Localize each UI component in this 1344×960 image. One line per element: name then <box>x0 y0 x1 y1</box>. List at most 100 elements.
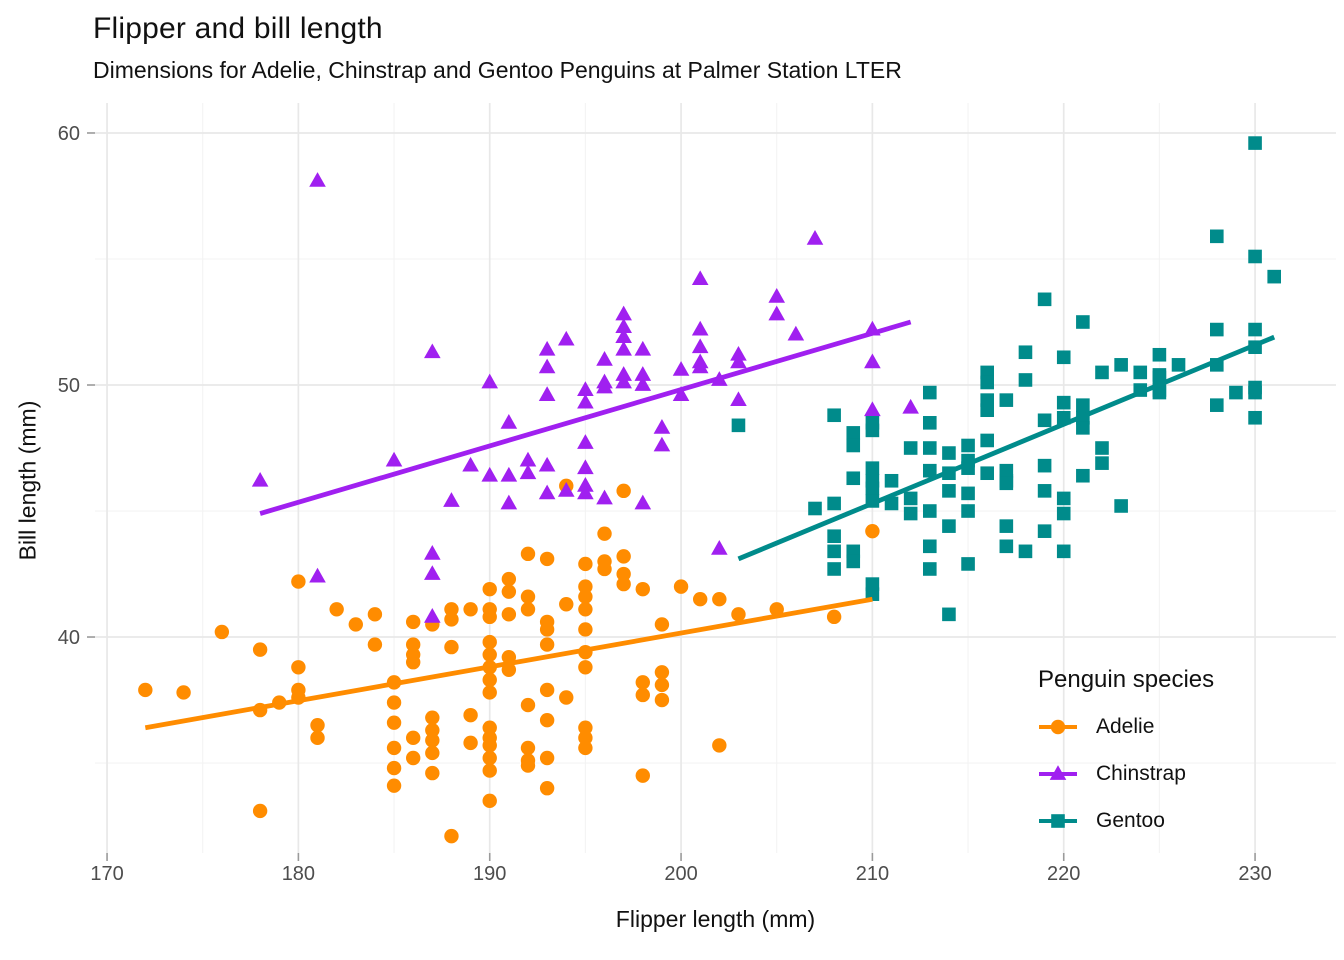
data-point-gentoo <box>980 433 994 448</box>
data-point-adelie <box>444 612 459 627</box>
data-point-adelie <box>348 617 363 632</box>
data-point-adelie <box>252 642 268 657</box>
y-tick-label: 50 <box>58 375 80 397</box>
data-point-adelie <box>578 579 593 594</box>
data-point-chinstrap <box>462 456 479 472</box>
data-point-gentoo <box>1095 456 1109 470</box>
data-point-adelie <box>482 647 497 662</box>
data-point-adelie <box>635 768 650 783</box>
data-point-gentoo <box>1076 421 1090 435</box>
data-point-gentoo <box>1248 136 1262 150</box>
data-point-chinstrap <box>538 386 556 401</box>
data-point-gentoo <box>942 519 956 533</box>
trend-line-adelie <box>144 596 873 731</box>
data-point-gentoo <box>827 544 841 559</box>
data-point-adelie <box>578 660 593 675</box>
data-point-adelie <box>501 571 517 587</box>
data-point-adelie <box>520 546 536 562</box>
data-point-gentoo <box>808 501 822 516</box>
data-point-chinstrap <box>634 494 652 510</box>
data-point-gentoo <box>903 506 918 521</box>
data-point-chinstrap <box>385 451 403 467</box>
data-point-gentoo <box>903 491 918 506</box>
data-point-chinstrap <box>691 320 709 336</box>
data-point-gentoo <box>1018 373 1033 387</box>
axis-ticks <box>87 132 1256 861</box>
data-point-adelie <box>616 566 631 582</box>
data-point-gentoo <box>1056 544 1071 559</box>
data-point-chinstrap <box>424 608 441 623</box>
x-tick-label: 210 <box>856 863 889 885</box>
data-point-adelie <box>559 597 574 612</box>
data-point-adelie <box>654 665 670 680</box>
legend-label: Adelie <box>1096 714 1155 738</box>
y-axis-title: Bill length (mm) <box>14 400 41 561</box>
x-tick-label: 170 <box>90 863 123 885</box>
data-point-chinstrap <box>615 373 632 389</box>
data-point-gentoo <box>1152 347 1167 362</box>
trend-line-gentoo <box>737 334 1276 562</box>
data-point-gentoo <box>961 557 975 571</box>
data-point-gentoo <box>1114 499 1128 513</box>
data-point-adelie <box>482 672 497 688</box>
data-point-gentoo <box>1056 506 1071 521</box>
series-chinstrap <box>251 172 919 623</box>
data-point-adelie <box>367 607 383 622</box>
data-point-adelie <box>386 715 402 730</box>
chart-subtitle: Dimensions for Adelie, Chinstrap and Gen… <box>93 57 902 83</box>
data-point-gentoo <box>846 471 861 486</box>
data-point-adelie <box>252 803 268 819</box>
trend-line-chinstrap <box>259 319 912 516</box>
data-point-chinstrap <box>500 466 518 482</box>
data-point-adelie <box>425 745 440 761</box>
data-point-chinstrap <box>538 484 556 500</box>
data-point-gentoo <box>1076 398 1090 412</box>
data-point-gentoo <box>1056 350 1071 365</box>
data-point-gentoo <box>922 539 937 554</box>
data-point-gentoo <box>846 554 861 569</box>
data-point-adelie <box>329 602 344 617</box>
data-point-adelie <box>539 712 555 728</box>
data-point-adelie <box>520 758 536 773</box>
data-point-gentoo <box>1248 249 1262 264</box>
data-point-gentoo <box>1229 385 1243 400</box>
data-point-gentoo <box>942 446 956 460</box>
data-point-gentoo <box>1076 315 1090 329</box>
data-point-gentoo <box>922 463 937 478</box>
data-point-adelie <box>501 607 517 622</box>
data-point-chinstrap <box>424 545 441 560</box>
adelie-key-circle-icon <box>1039 719 1077 734</box>
data-point-adelie <box>405 730 421 746</box>
data-point-adelie <box>425 723 440 738</box>
data-point-adelie <box>425 765 440 781</box>
data-point-gentoo <box>922 504 937 518</box>
data-point-chinstrap <box>691 358 709 374</box>
data-point-gentoo <box>1248 410 1262 425</box>
data-point-adelie <box>291 574 306 589</box>
data-point-adelie <box>482 763 497 778</box>
data-point-gentoo <box>1114 358 1128 372</box>
data-point-chinstrap <box>653 436 671 452</box>
data-point-adelie <box>482 720 497 735</box>
legend-item-adelie: Adelie <box>1036 710 1214 743</box>
x-tick-label: 190 <box>473 863 506 885</box>
data-point-adelie <box>138 682 153 698</box>
data-point-adelie <box>539 551 555 567</box>
data-point-gentoo <box>903 441 918 455</box>
data-point-gentoo <box>1076 468 1090 483</box>
data-point-chinstrap <box>672 361 690 376</box>
data-point-chinstrap <box>615 328 632 344</box>
data-point-adelie <box>712 592 727 607</box>
data-point-gentoo <box>827 529 841 544</box>
data-point-gentoo <box>1037 292 1052 307</box>
data-point-chinstrap <box>481 466 499 482</box>
data-point-adelie <box>578 740 593 756</box>
data-point-adelie <box>520 602 536 617</box>
y-tick-labels: 40 50 60 <box>58 123 80 649</box>
data-point-chinstrap <box>902 398 919 414</box>
data-point-gentoo <box>961 438 975 453</box>
data-point-adelie <box>444 602 459 617</box>
data-point-chinstrap <box>309 172 326 187</box>
